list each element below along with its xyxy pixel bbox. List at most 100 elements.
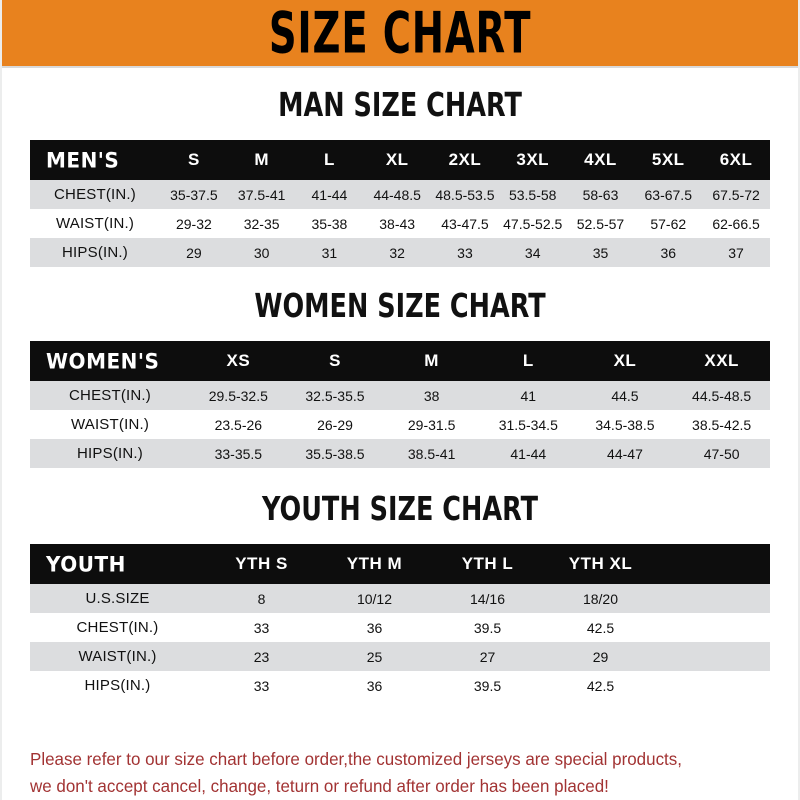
women-measurement-cell: 31.5-34.5 (498, 416, 558, 433)
youth-measurement-cell: 36 (366, 677, 383, 694)
men-measurement-cell: 35 (592, 244, 609, 261)
women-measurement-cell: 44.5-48.5 (692, 387, 752, 404)
table-row: HIPS(IN.) 33-35.5 35.5-38.5 38.5-41 41-44 44-… (30, 439, 770, 468)
men-column-header: M (254, 150, 269, 169)
youth-header-row: YOUTH YTH S YTH M YTH L YTH XL (30, 544, 770, 584)
youth-measurement-cell: 42.5 (586, 677, 615, 694)
men-measurement-cell: 35-37.5 (170, 186, 218, 203)
men-measurement-cell: 32 (389, 244, 405, 261)
men-measurement-cell: 58-63 (582, 186, 619, 203)
women-column-header: XXL (704, 351, 739, 370)
men-measurement-cell: 34 (524, 244, 541, 261)
table-row: CHEST(IN.) 29.5-32.5 32.5-35.5 38 41 44.5 44.5… (30, 381, 770, 410)
women-row-label: HIPS(IN.) (77, 445, 143, 462)
youth-measurement-cell: 27 (479, 648, 496, 665)
women-corner-label: WOMEN'S (46, 348, 160, 374)
men-column-header: 2XL (448, 150, 482, 169)
order-policy-note: Please refer to our size chart before or… (30, 732, 748, 800)
women-measurement-cell: 41 (520, 387, 537, 404)
youth-column-header: YTH S (235, 554, 288, 573)
women-measurement-cell: 29.5-32.5 (208, 387, 268, 404)
youth-measurement-cell: 10/12 (356, 590, 393, 607)
youth-row-label: HIPS(IN.) (84, 677, 151, 694)
men-measurement-cell: 29-32 (175, 215, 212, 232)
men-measurement-cell: 33 (457, 244, 473, 261)
youth-column-header (657, 544, 770, 584)
women-column-header: M (424, 351, 439, 370)
men-size-table: MEN'S S M L XL 2XL 3XL 4XL 5XL 6XL CHEST(IN.) 35-… (30, 140, 770, 267)
men-measurement-cell: 43-47.5 (441, 215, 489, 232)
men-measurement-cell: 35-38 (311, 215, 348, 232)
layout-spacer (2, 700, 798, 732)
women-table-head: WOMEN'S XS S M L XL XXL (30, 341, 770, 381)
section-heading-man: MAN SIZE CHART (278, 85, 522, 125)
women-column-header: L (522, 351, 534, 370)
men-measurement-cell: 38-43 (379, 215, 416, 232)
women-measurement-cell: 44.5 (611, 387, 639, 404)
youth-measurement-cell: 39.5 (473, 619, 502, 636)
men-measurement-cell: 44-48.5 (373, 186, 421, 203)
youth-table-body: U.S.SIZE 8 10/12 14/16 18/20 CHEST(IN.) 33 36 39… (30, 584, 770, 700)
youth-measurement-cell (657, 642, 770, 671)
youth-measurement-cell (657, 584, 770, 613)
women-measurement-cell: 34.5-38.5 (595, 416, 655, 433)
table-row: CHEST(IN.) 33 36 39.5 42.5 (30, 613, 770, 642)
youth-measurement-cell: 18/20 (582, 590, 619, 607)
order-policy-note-line-2: we don't accept cancel, change, teturn o… (30, 775, 609, 796)
women-column-header: XL (613, 351, 637, 370)
youth-corner-label: YOUTH (46, 551, 126, 577)
women-measurement-cell: 38 (423, 387, 440, 404)
women-measurement-cell: 26-29 (317, 416, 353, 433)
youth-measurement-cell (657, 671, 770, 700)
women-measurement-cell: 47-50 (703, 445, 740, 462)
men-column-header: 5XL (651, 150, 685, 169)
women-header-row: WOMEN'S XS S M L XL XXL (30, 341, 770, 381)
youth-measurement-cell: 14/16 (469, 590, 506, 607)
men-measurement-cell: 30 (253, 244, 270, 261)
women-table-body: CHEST(IN.) 29.5-32.5 32.5-35.5 38 41 44.5 44.5… (30, 381, 770, 468)
table-row: HIPS(IN.) 29 30 31 32 33 34 35 36 37 (30, 238, 770, 267)
men-measurement-cell: 48.5-53.5 (435, 186, 495, 203)
youth-column-header: YTH M (346, 554, 403, 573)
youth-measurement-cell: 29 (592, 648, 609, 665)
women-measurement-cell: 38.5-42.5 (692, 416, 752, 433)
men-column-header: S (187, 150, 200, 169)
men-column-header: XL (385, 150, 409, 169)
men-measurement-cell: 62-66.5 (712, 215, 760, 232)
men-column-header: L (323, 150, 335, 169)
men-corner-label: MEN'S (46, 147, 120, 173)
women-measurement-cell: 44-47 (607, 445, 643, 462)
men-measurement-cell: 29 (186, 244, 202, 261)
men-measurement-cell: 36 (660, 244, 677, 261)
youth-size-table-wrap: YOUTH YTH S YTH M YTH L YTH XL U.S.SIZE 8 10/… (30, 544, 770, 700)
men-table-head: MEN'S S M L XL 2XL 3XL 4XL 5XL 6XL (30, 140, 770, 180)
women-measurement-cell: 35.5-38.5 (305, 445, 365, 462)
men-size-table-wrap: MEN'S S M L XL 2XL 3XL 4XL 5XL 6XL CHEST(IN.) 35-… (30, 140, 770, 267)
section-heading-youth: YOUTH SIZE CHART (261, 489, 539, 529)
table-row: CHEST(IN.) 35-37.5 37.5-41 41-44 44-48.5 48.5… (30, 180, 770, 209)
men-measurement-cell: 31 (321, 244, 338, 261)
men-measurement-cell: 32-35 (243, 215, 280, 232)
page-banner: SIZE CHART (2, 0, 798, 68)
women-row-label: WAIST(IN.) (70, 416, 150, 433)
men-table-body: CHEST(IN.) 35-37.5 37.5-41 41-44 44-48.5 48.5… (30, 180, 770, 267)
youth-measurement-cell: 8 (257, 590, 266, 607)
women-column-header: XS (226, 351, 251, 370)
women-measurement-cell: 33-35.5 (214, 445, 263, 462)
women-measurement-cell: 29-31.5 (407, 416, 456, 433)
men-measurement-cell: 41-44 (311, 186, 348, 203)
women-measurement-cell: 32.5-35.5 (305, 387, 365, 404)
youth-measurement-cell: 33 (253, 677, 270, 694)
youth-row-label: U.S.SIZE (85, 590, 150, 607)
men-row-label: CHEST(IN.) (54, 186, 136, 203)
women-measurement-cell: 41-44 (510, 445, 547, 462)
women-measurement-cell: 38.5-41 (407, 445, 456, 462)
men-measurement-cell: 47.5-52.5 (503, 215, 563, 232)
men-measurement-cell: 57-62 (650, 215, 687, 232)
women-measurement-cell: 23.5-26 (214, 416, 263, 433)
men-column-header: 4XL (584, 150, 617, 169)
page-title: SIZE CHART (268, 0, 532, 67)
section-heading-women: WOMEN SIZE CHART (254, 286, 546, 326)
youth-measurement-cell: 25 (366, 648, 383, 665)
